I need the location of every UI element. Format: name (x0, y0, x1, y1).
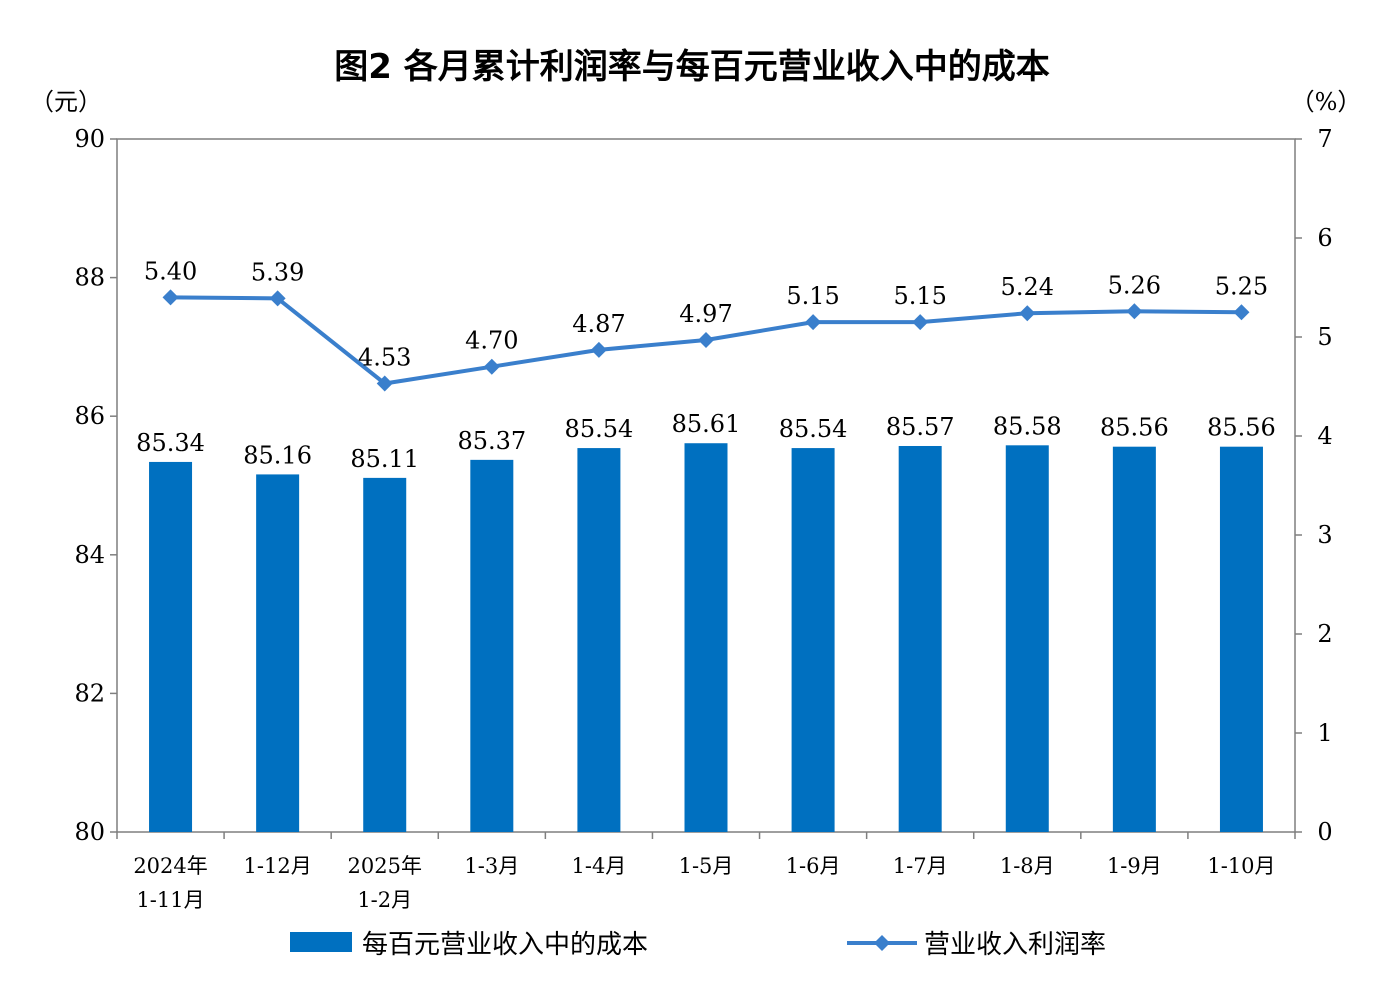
left-tick-label: 88 (74, 264, 105, 292)
left-tick-label: 82 (74, 679, 105, 707)
bar-value-label: 85.54 (779, 415, 848, 443)
x-category-label: 1-7月 (893, 854, 948, 878)
line-value-label: 4.97 (679, 300, 732, 328)
x-category-label: 2024年 (133, 854, 207, 878)
line-value-label: 5.39 (251, 258, 304, 286)
left-tick-label: 80 (74, 818, 105, 846)
bar (1005, 445, 1049, 832)
line-value-label: 5.40 (144, 257, 197, 285)
left-tick-label: 90 (74, 125, 105, 153)
line-point-marker (1019, 305, 1036, 322)
bar-value-label: 85.34 (136, 429, 205, 457)
bar-value-label: 85.57 (886, 413, 955, 441)
legend-bar-label: 每百元营业收入中的成本 (362, 930, 648, 960)
chart-title: 图2 各月累计利润率与每百元营业收入中的成本 (334, 47, 1050, 87)
line-value-label: 5.25 (1215, 272, 1268, 300)
x-category-label: 1-3月 (464, 854, 519, 878)
line-value-label: 5.15 (893, 282, 946, 310)
line-point-marker (269, 290, 286, 307)
bar (149, 461, 193, 832)
right-tick-label: 5 (1317, 323, 1332, 351)
x-category-label: 1-2月 (357, 888, 412, 912)
line-value-label: 5.26 (1108, 271, 1161, 299)
legend-line-label: 营业收入利润率 (924, 930, 1106, 960)
bar-value-label: 85.11 (350, 445, 419, 473)
x-category-label: 1-9月 (1107, 854, 1162, 878)
right-tick-label: 4 (1317, 422, 1332, 450)
right-tick-label: 7 (1317, 125, 1332, 153)
x-category-label: 1-8月 (1000, 854, 1055, 878)
line-value-label: 4.87 (572, 310, 625, 338)
line-value-label: 5.15 (786, 282, 839, 310)
left-tick-label: 84 (74, 541, 105, 569)
left-axis-unit: （元） (30, 88, 102, 116)
bar (577, 448, 621, 832)
line-point-marker (590, 341, 607, 358)
bar-value-label: 85.54 (565, 415, 634, 443)
x-category-label: 1-6月 (786, 854, 841, 878)
left-tick-label: 86 (74, 402, 105, 430)
bar-value-label: 85.56 (1207, 414, 1276, 442)
line-value-label: 5.24 (1001, 273, 1054, 301)
bar (1112, 446, 1156, 832)
bar-value-label: 85.58 (993, 412, 1062, 440)
line-point-marker (1233, 304, 1250, 321)
right-tick-label: 2 (1317, 620, 1332, 648)
bar (470, 459, 514, 832)
bar-value-label: 85.37 (457, 427, 526, 455)
line-point-marker (376, 375, 393, 392)
x-category-label: 1-11月 (136, 888, 204, 912)
line-value-label: 4.53 (358, 344, 411, 372)
bar-value-label: 85.16 (243, 441, 312, 469)
x-category-label: 2025年 (348, 854, 422, 878)
line-point-marker (805, 314, 822, 331)
line-point-marker (912, 314, 929, 331)
line-point-marker (162, 289, 179, 306)
right-axis-unit: （%） (1291, 88, 1362, 116)
bar (256, 474, 300, 832)
bar (898, 445, 942, 832)
line-point-marker (483, 358, 500, 375)
line-value-label: 4.70 (465, 327, 518, 355)
right-tick-label: 0 (1317, 818, 1332, 846)
bar (363, 477, 407, 832)
x-category-label: 1-4月 (571, 854, 626, 878)
bar (791, 448, 835, 832)
bar (1219, 446, 1263, 832)
bar-value-label: 85.61 (672, 410, 741, 438)
line-point-marker (1126, 303, 1143, 320)
bar (684, 443, 728, 832)
right-tick-label: 6 (1317, 224, 1332, 252)
x-category-label: 1-12月 (244, 854, 312, 878)
line-point-marker (698, 331, 714, 348)
right-tick-label: 3 (1317, 521, 1332, 549)
legend-line-marker-icon (874, 935, 890, 951)
x-category-label: 1-10月 (1207, 854, 1275, 878)
legend-bar-swatch (290, 932, 352, 952)
x-category-label: 1-5月 (679, 854, 734, 878)
right-tick-label: 1 (1317, 719, 1332, 747)
bar-value-label: 85.56 (1100, 414, 1169, 442)
